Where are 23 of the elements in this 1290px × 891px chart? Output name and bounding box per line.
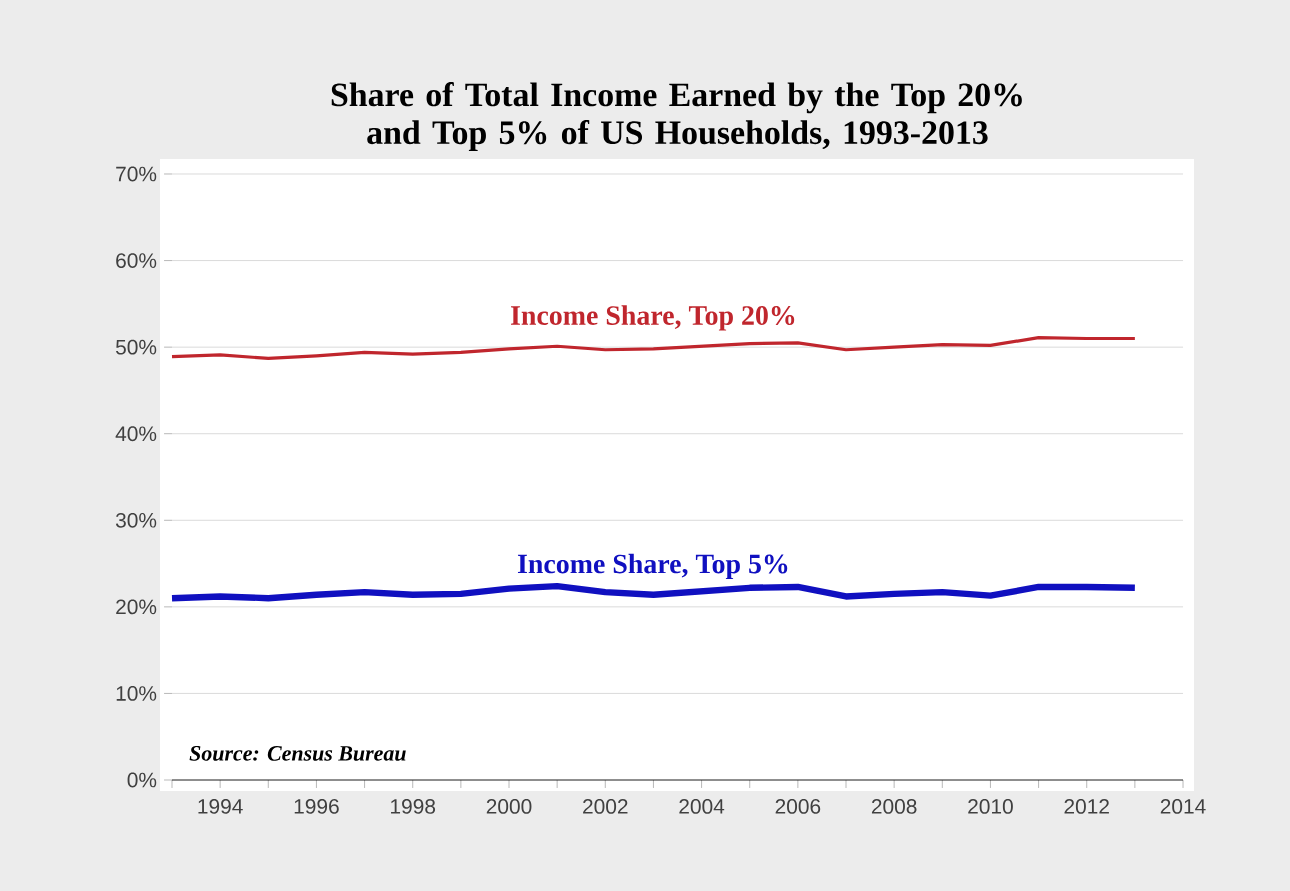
annotation: Source: Census Bureau [189, 746, 406, 761]
x-tick-label: 1998 [391, 799, 436, 814]
y-tick-label: 60% [116, 253, 157, 268]
y-tick-label: 20% [116, 599, 157, 615]
y-tick-label: 30% [115, 512, 157, 528]
x-tick-label: 2000 [486, 799, 532, 814]
y-tick-label: 50% [115, 339, 157, 355]
x-tick-label: 1996 [294, 799, 339, 814]
x-tick-label: 2004 [679, 799, 725, 814]
x-tick-label: 2002 [583, 799, 628, 814]
y-tick-label: 40% [115, 426, 157, 442]
x-tick-label: 2006 [775, 799, 821, 814]
y-tick-label: 70% [116, 166, 157, 182]
series-label: Income Share, Top 5% [517, 553, 788, 580]
chart-title: Share of Total Income Earned by the Top 20% and Top 5% of US Households, 1993-2013 [331, 82, 1022, 152]
x-tick-label: 2014 [1160, 799, 1206, 814]
x-tick-label: 2012 [1064, 799, 1109, 814]
y-tick-label: 10% [116, 686, 157, 701]
x-tick-label: 2010 [968, 799, 1013, 814]
y-tick-label: 0% [127, 772, 157, 788]
x-tick-label: 2008 [871, 799, 917, 814]
x-tick-label: 1994 [198, 799, 243, 814]
series-label: Income Share, Top 20% [511, 305, 795, 331]
